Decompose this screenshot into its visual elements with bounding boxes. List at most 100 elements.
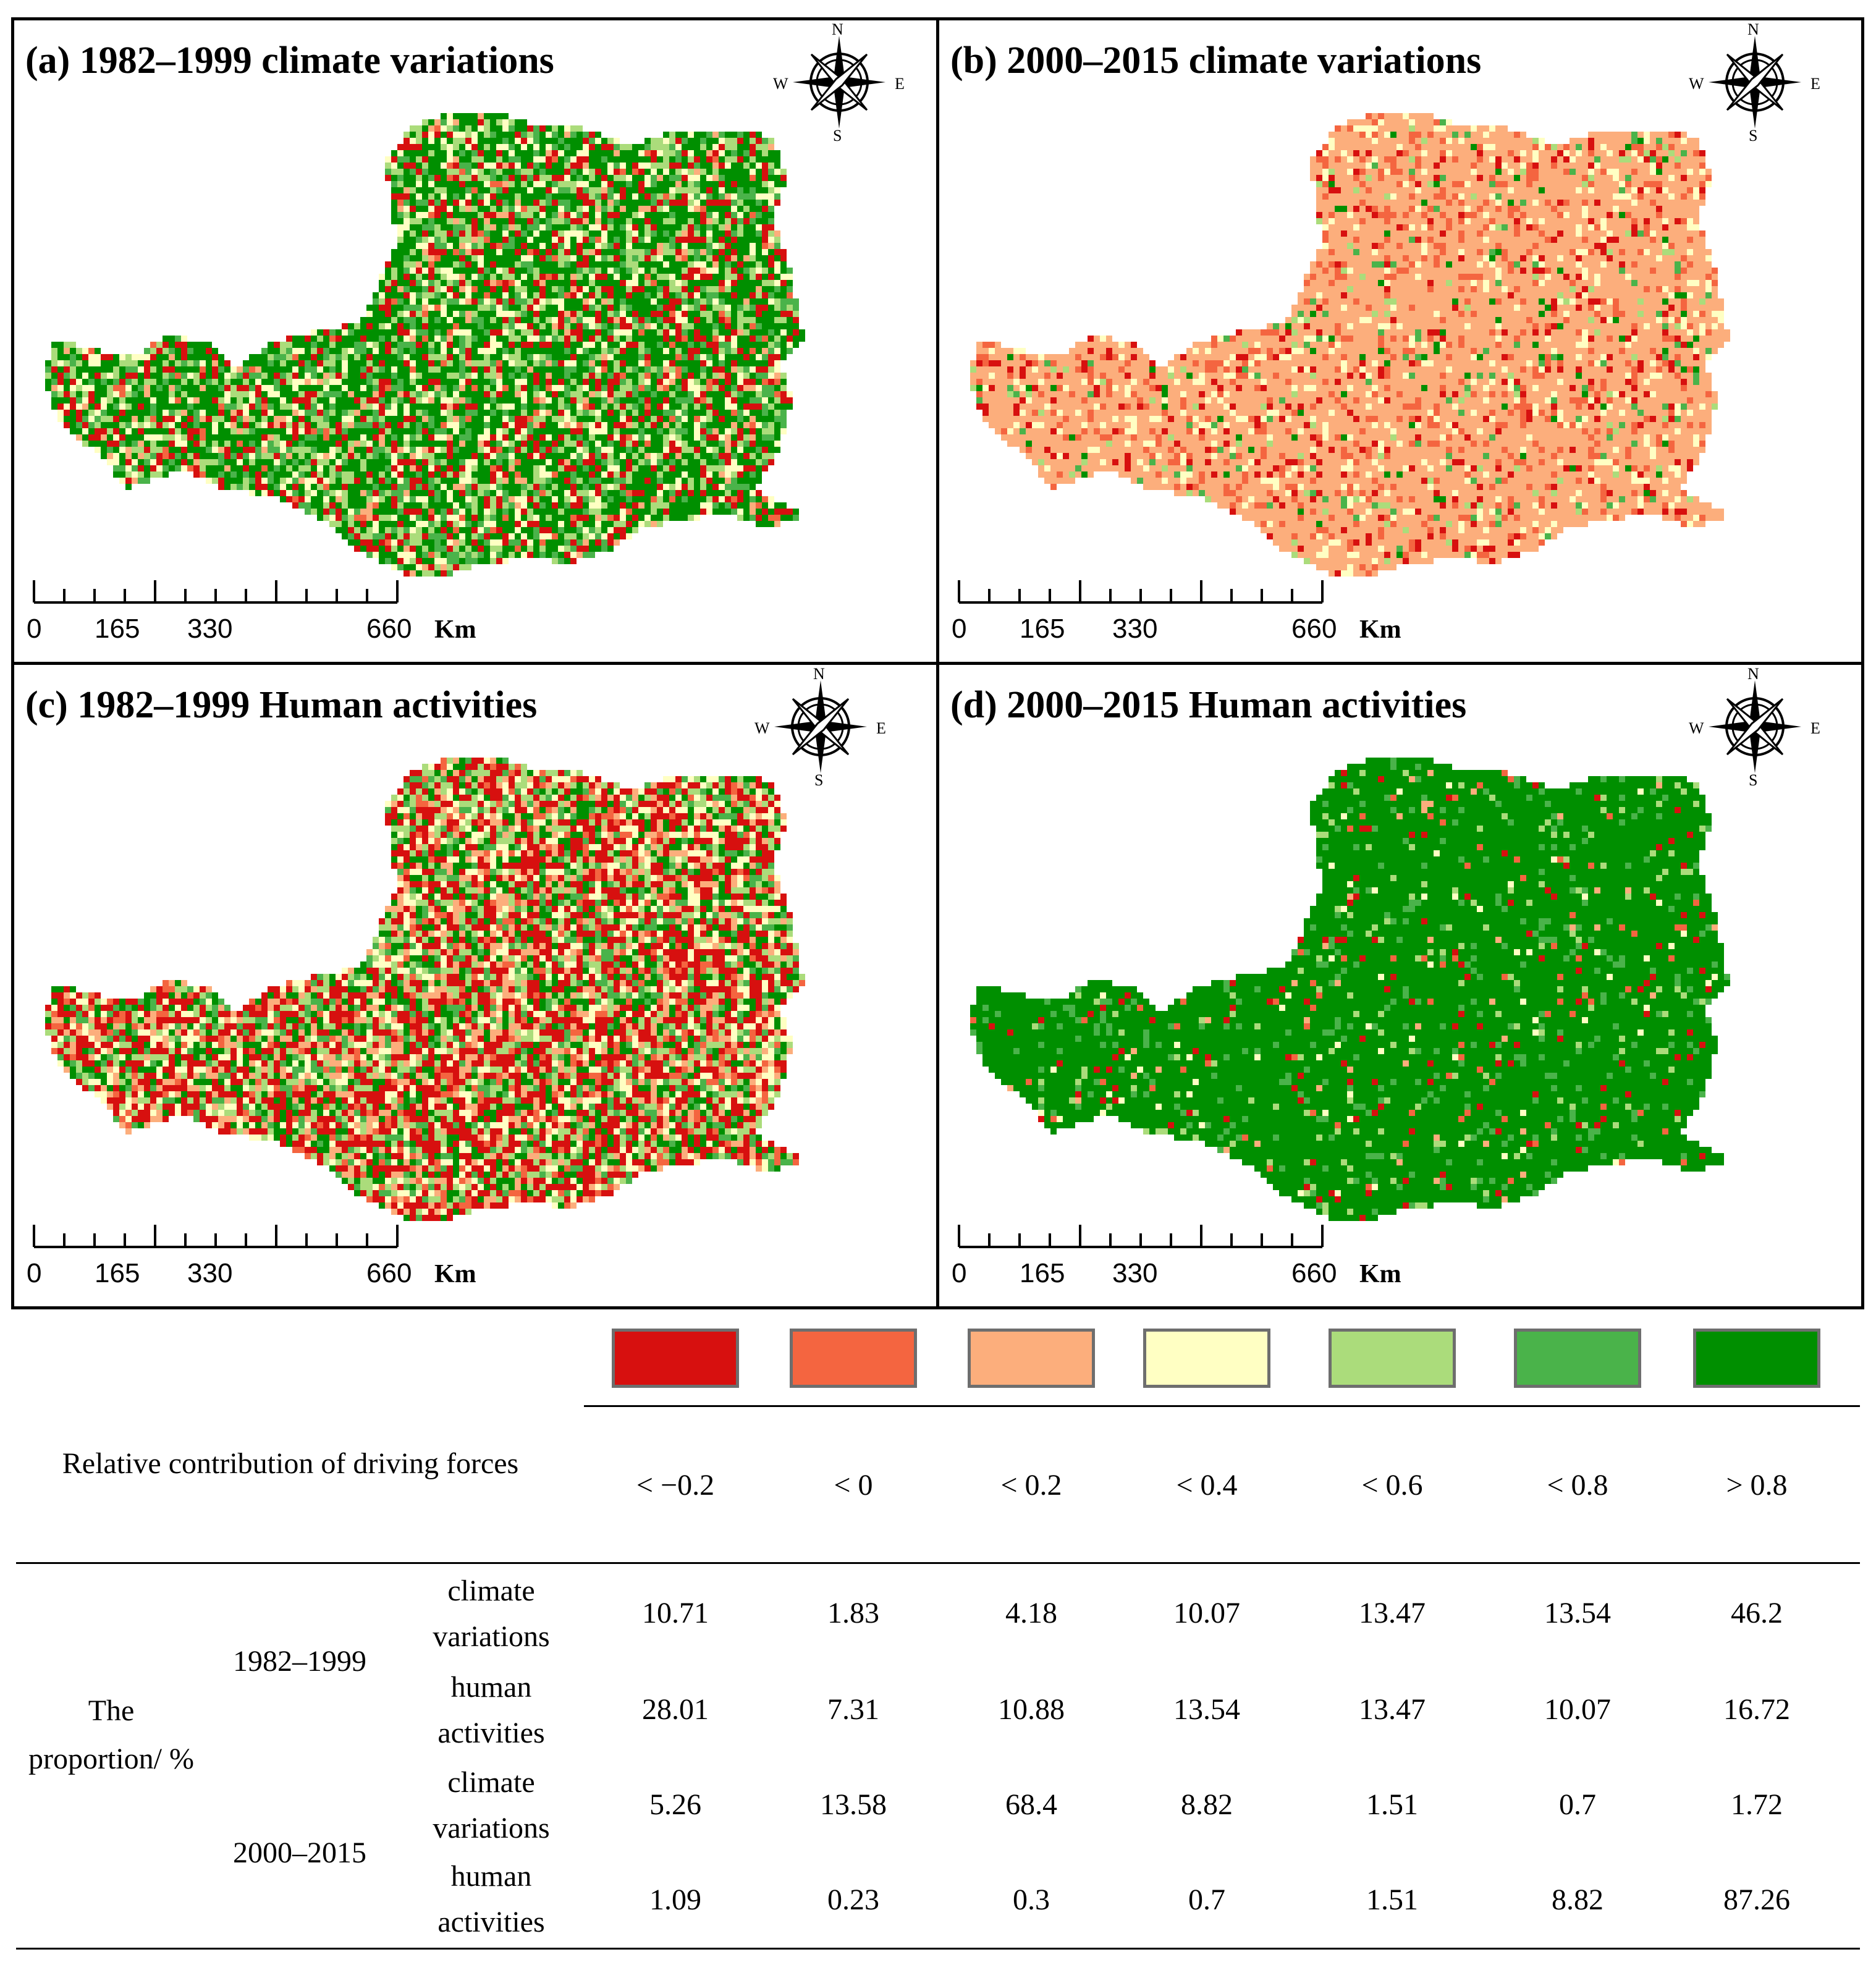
- table-rule-top: [584, 1405, 1860, 1407]
- table-cell: 4.18: [968, 1589, 1095, 1638]
- legend-class-label: > 0.8: [1693, 1461, 1820, 1510]
- region-map-b: [970, 113, 1730, 577]
- scale-unit: Km: [1359, 1259, 1401, 1289]
- driver-label: climate variations: [408, 1568, 575, 1660]
- map-panel-a: (a) 1982–1999 climate variations N S W E 0 1…: [11, 17, 939, 665]
- table-cell: 10.88: [968, 1686, 1095, 1734]
- scale-bar: 0 165 330 660 Km: [27, 1221, 502, 1295]
- compass-label-s: S: [814, 771, 823, 790]
- scale-unit: Km: [434, 1259, 476, 1289]
- legend-swatch-3: [968, 1329, 1095, 1388]
- legend-class-label: < 0.8: [1514, 1461, 1641, 1510]
- map-panel-b: (b) 2000–2015 climate variations N S W E 0 1…: [936, 17, 1864, 665]
- table-cell: 87.26: [1693, 1876, 1820, 1924]
- scale-tick-label: 330: [1112, 1258, 1157, 1289]
- legend-swatch-7: [1693, 1329, 1820, 1388]
- table-cell: 16.72: [1693, 1686, 1820, 1734]
- period-label-1: 1982–1999: [201, 1638, 399, 1686]
- legend-class-label: < −0.2: [612, 1461, 739, 1510]
- table-cell: 68.4: [968, 1781, 1095, 1829]
- scale-bar: 0 165 330 660 Km: [952, 1221, 1427, 1295]
- panel-title-a: (a) 1982–1999 climate variations: [25, 39, 554, 83]
- panel-title-b: (b) 2000–2015 climate variations: [950, 39, 1481, 83]
- compass-label-n: N: [813, 665, 825, 683]
- table-cell: 0.23: [790, 1876, 917, 1924]
- scale-tick-label: 165: [95, 1258, 140, 1289]
- legend-swatch-4: [1143, 1329, 1270, 1388]
- table-cell: 13.54: [1514, 1589, 1641, 1638]
- compass-label-e: E: [1811, 719, 1820, 738]
- compass-label-s: S: [1749, 127, 1757, 145]
- scale-tick-label: 330: [1112, 614, 1157, 644]
- compass-label-s: S: [1749, 771, 1757, 790]
- table-cell: 10.07: [1514, 1686, 1641, 1734]
- compass-label-s: S: [833, 127, 842, 145]
- scale-bar: 0 165 330 660 Km: [27, 577, 502, 651]
- map-panel-c: (c) 1982–1999 Human activities N S W E 0 165…: [11, 662, 939, 1309]
- scale-tick-label: 0: [952, 1258, 966, 1289]
- driver-label: human activities: [408, 1665, 575, 1756]
- table-cell: 1.72: [1693, 1781, 1820, 1829]
- compass-label-w: W: [1689, 719, 1704, 738]
- panel-title-c: (c) 1982–1999 Human activities: [25, 683, 537, 727]
- region-map-c: [45, 758, 805, 1221]
- scale-tick-label: 330: [187, 1258, 232, 1289]
- driver-label: human activities: [408, 1854, 575, 1945]
- scale-tick-label: 165: [1020, 1258, 1065, 1289]
- compass-rose-icon: N S W E: [750, 665, 892, 790]
- scale-tick-label: 0: [952, 614, 966, 644]
- table-cell: 13.58: [790, 1781, 917, 1829]
- legend-header: Relative contribution of driving forces: [37, 1440, 544, 1488]
- scale-tick-label: 660: [1291, 614, 1337, 644]
- scale-tick-label: 0: [27, 1258, 41, 1289]
- table-cell: 10.71: [612, 1589, 739, 1638]
- scale-tick-label: 330: [187, 614, 232, 644]
- region-map-d: [970, 758, 1730, 1221]
- scale-unit: Km: [434, 615, 476, 644]
- legend-swatch-6: [1514, 1329, 1641, 1388]
- compass-label-n: N: [832, 20, 843, 39]
- table-cell: 1.51: [1329, 1876, 1456, 1924]
- table-cell: 1.51: [1329, 1781, 1456, 1829]
- table-cell: 0.7: [1514, 1781, 1641, 1829]
- compass-label-e: E: [876, 719, 886, 738]
- legend-swatch-2: [790, 1329, 917, 1388]
- compass-label-n: N: [1747, 665, 1759, 683]
- legend-class-label: < 0.4: [1143, 1461, 1270, 1510]
- compass-rose-icon: N S W E: [1684, 665, 1826, 790]
- table-cell: 8.82: [1514, 1876, 1641, 1924]
- table-cell: 5.26: [612, 1781, 739, 1829]
- map-raster: [970, 113, 1730, 577]
- table-cell: 46.2: [1693, 1589, 1820, 1638]
- map-raster: [45, 113, 805, 577]
- compass-label-w: W: [1689, 75, 1704, 93]
- row-header: The proportion/ %: [19, 1687, 204, 1783]
- map-raster: [45, 758, 805, 1221]
- table-cell: 13.54: [1143, 1686, 1270, 1734]
- compass-label-e: E: [1811, 75, 1820, 93]
- compass-label-w: W: [773, 75, 788, 93]
- table-cell: 10.07: [1143, 1589, 1270, 1638]
- table-cell: 1.09: [612, 1876, 739, 1924]
- scale-unit: Km: [1359, 615, 1401, 644]
- table-rule-bottom: [16, 1948, 1860, 1950]
- scale-tick-label: 165: [1020, 614, 1065, 644]
- table-cell: 8.82: [1143, 1781, 1270, 1829]
- scale-tick-label: 660: [366, 1258, 412, 1289]
- map-panel-d: (d) 2000–2015 Human activities N S W E 0 165…: [936, 662, 1864, 1309]
- scale-tick-label: 165: [95, 614, 140, 644]
- compass-rose-icon: N S W E: [1684, 20, 1826, 145]
- legend-class-label: < 0.6: [1329, 1461, 1456, 1510]
- table-rule-mid: [16, 1562, 1860, 1564]
- table-cell: 0.3: [968, 1876, 1095, 1924]
- driver-label: climate variations: [408, 1760, 575, 1851]
- table-cell: 28.01: [612, 1686, 739, 1734]
- scale-tick-label: 660: [1291, 1258, 1337, 1289]
- legend-swatch-5: [1329, 1329, 1456, 1388]
- compass-label-w: W: [754, 719, 770, 738]
- legend-class-label: < 0.2: [968, 1461, 1095, 1510]
- region-map-a: [45, 113, 805, 577]
- panel-title-d: (d) 2000–2015 Human activities: [950, 683, 1466, 727]
- table-cell: 7.31: [790, 1686, 917, 1734]
- table-cell: 13.47: [1329, 1589, 1456, 1638]
